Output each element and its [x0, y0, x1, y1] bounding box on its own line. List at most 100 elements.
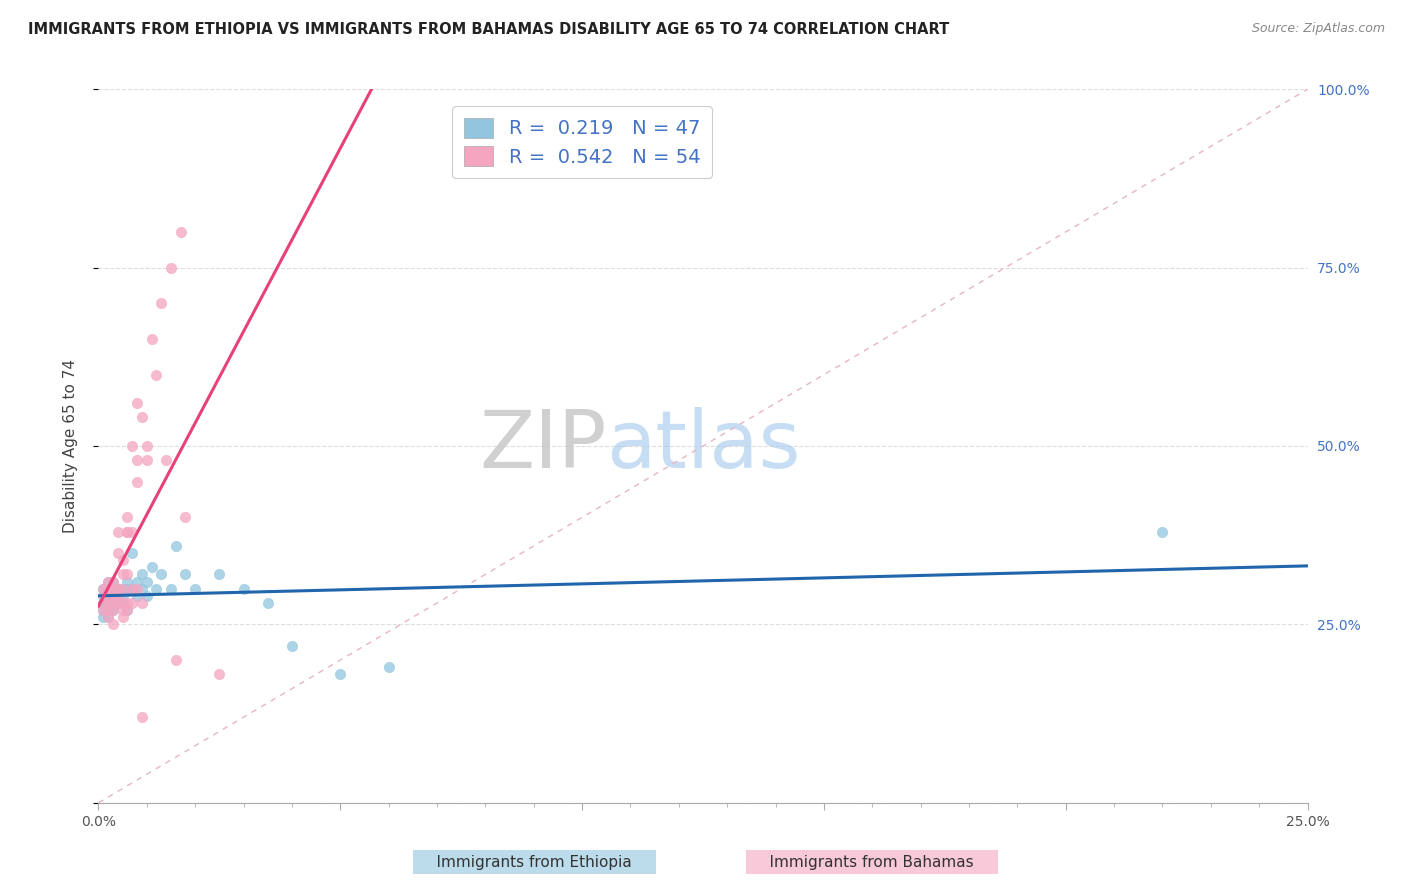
Legend: R =  0.219   N = 47, R =  0.542   N = 54: R = 0.219 N = 47, R = 0.542 N = 54 [453, 106, 711, 178]
Point [91, 582, 114, 596]
Point [131, 582, 153, 596]
Point [127, 453, 149, 467]
Point [97, 589, 120, 603]
Point [121, 546, 143, 560]
Point [121, 439, 143, 453]
Point [377, 660, 399, 674]
Point [97, 610, 120, 624]
Point [165, 539, 187, 553]
Point [111, 603, 134, 617]
Point [101, 582, 124, 596]
Point [150, 567, 173, 582]
Point [91, 596, 114, 610]
Point [1152, 524, 1174, 539]
Point [127, 574, 149, 589]
Point [160, 582, 183, 596]
Point [127, 589, 149, 603]
Text: ZIP: ZIP [479, 407, 606, 485]
Point [131, 410, 153, 425]
Point [107, 596, 129, 610]
Point [145, 582, 167, 596]
Point [91, 589, 114, 603]
Point [127, 396, 149, 410]
Point [117, 574, 139, 589]
Point [131, 710, 153, 724]
Point [121, 582, 143, 596]
Point [111, 553, 134, 567]
Point [97, 589, 120, 603]
Y-axis label: Disability Age 65 to 74: Disability Age 65 to 74 [63, 359, 77, 533]
Text: IMMIGRANTS FROM ETHIOPIA VS IMMIGRANTS FROM BAHAMAS DISABILITY AGE 65 TO 74 CORR: IMMIGRANTS FROM ETHIOPIA VS IMMIGRANTS F… [28, 22, 949, 37]
Point [121, 524, 143, 539]
Point [91, 603, 114, 617]
Point [117, 567, 139, 582]
Point [97, 574, 120, 589]
Point [165, 653, 187, 667]
Point [117, 510, 139, 524]
Point [111, 589, 134, 603]
Point [101, 596, 124, 610]
Point [101, 603, 124, 617]
Point [121, 582, 143, 596]
Point [135, 574, 157, 589]
Point [117, 524, 139, 539]
Point [111, 610, 134, 624]
Point [160, 260, 183, 275]
Point [150, 296, 173, 310]
Point [281, 639, 304, 653]
Point [174, 510, 197, 524]
Point [101, 603, 124, 617]
Point [117, 582, 139, 596]
Point [101, 589, 124, 603]
Point [107, 596, 129, 610]
Point [97, 603, 120, 617]
Point [101, 582, 124, 596]
Point [208, 667, 231, 681]
Point [127, 475, 149, 489]
Point [117, 596, 139, 610]
Point [107, 546, 129, 560]
Point [111, 582, 134, 596]
Text: Source: ZipAtlas.com: Source: ZipAtlas.com [1251, 22, 1385, 36]
Point [91, 582, 114, 596]
Point [97, 603, 120, 617]
Point [91, 596, 114, 610]
Point [131, 567, 153, 582]
Point [97, 610, 120, 624]
Point [91, 603, 114, 617]
Point [141, 560, 163, 574]
Point [111, 596, 134, 610]
Point [97, 574, 120, 589]
Point [135, 453, 157, 467]
Point [107, 524, 129, 539]
Point [111, 582, 134, 596]
Point [101, 574, 124, 589]
Text: Immigrants from Bahamas: Immigrants from Bahamas [751, 855, 993, 870]
Point [101, 596, 124, 610]
Point [174, 567, 197, 582]
Point [97, 582, 120, 596]
Point [329, 667, 352, 681]
Point [97, 596, 120, 610]
Point [155, 453, 177, 467]
Point [117, 603, 139, 617]
Point [145, 368, 167, 382]
Point [117, 603, 139, 617]
Point [208, 567, 231, 582]
Point [111, 567, 134, 582]
Point [107, 582, 129, 596]
Point [91, 610, 114, 624]
Point [256, 596, 278, 610]
Point [117, 524, 139, 539]
Point [169, 225, 191, 239]
Text: atlas: atlas [606, 407, 800, 485]
Point [135, 589, 157, 603]
Point [101, 589, 124, 603]
Point [127, 582, 149, 596]
Point [107, 589, 129, 603]
Point [232, 582, 254, 596]
Point [111, 596, 134, 610]
Point [97, 582, 120, 596]
Point [141, 332, 163, 346]
Point [101, 617, 124, 632]
